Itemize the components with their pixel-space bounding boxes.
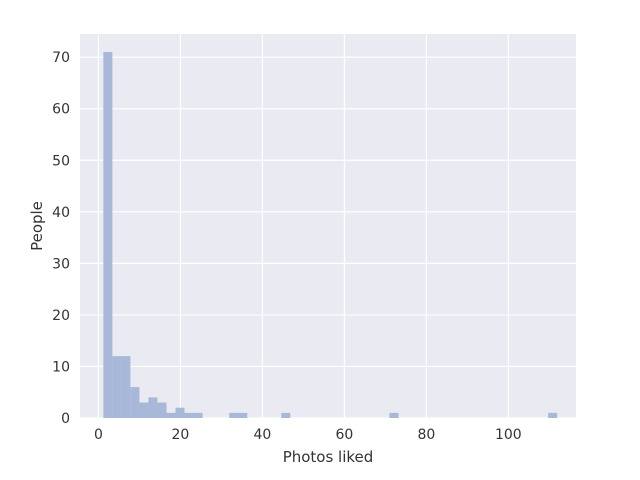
histogram-bar [548, 412, 558, 418]
grid-lines [80, 34, 576, 419]
x-tick-label: 80 [417, 427, 435, 443]
x-axis-label: Photos liked [283, 448, 374, 466]
histogram-bar [139, 402, 149, 418]
histogram-bar [130, 387, 140, 418]
y-tick-label: 10 [52, 359, 70, 375]
x-tick-label: 100 [495, 427, 522, 443]
histogram-bar [184, 412, 194, 418]
y-tick-label: 20 [52, 308, 70, 324]
x-axis-ticks: 0 20 40 60 80 100 [94, 427, 522, 443]
x-tick-label: 60 [335, 427, 353, 443]
histogram-bar [175, 407, 185, 418]
histogram-bar [193, 412, 203, 418]
y-tick-label: 70 [52, 50, 70, 66]
histogram-bars [103, 52, 558, 418]
histogram-bar [389, 412, 399, 418]
x-tick-label: 40 [253, 427, 271, 443]
histogram-bar [112, 356, 122, 418]
histogram-bar [121, 356, 131, 418]
y-tick-label: 50 [52, 153, 70, 169]
y-tick-label: 30 [52, 256, 70, 272]
histogram-bar [166, 412, 176, 418]
y-tick-label: 0 [61, 411, 70, 427]
histogram-bar [157, 402, 167, 418]
histogram-bar [229, 412, 239, 418]
y-axis-label: People [28, 201, 46, 251]
y-tick-label: 60 [52, 102, 70, 118]
y-tick-label: 40 [52, 205, 70, 221]
y-axis-ticks: 0 10 20 30 40 50 60 70 [52, 50, 70, 427]
x-tick-label: 0 [94, 427, 103, 443]
x-tick-label: 20 [172, 427, 190, 443]
histogram-bar [148, 397, 158, 418]
histogram-bar [103, 52, 113, 418]
histogram-bar [281, 412, 291, 418]
plot-background [80, 34, 576, 418]
histogram-bar [238, 412, 248, 418]
